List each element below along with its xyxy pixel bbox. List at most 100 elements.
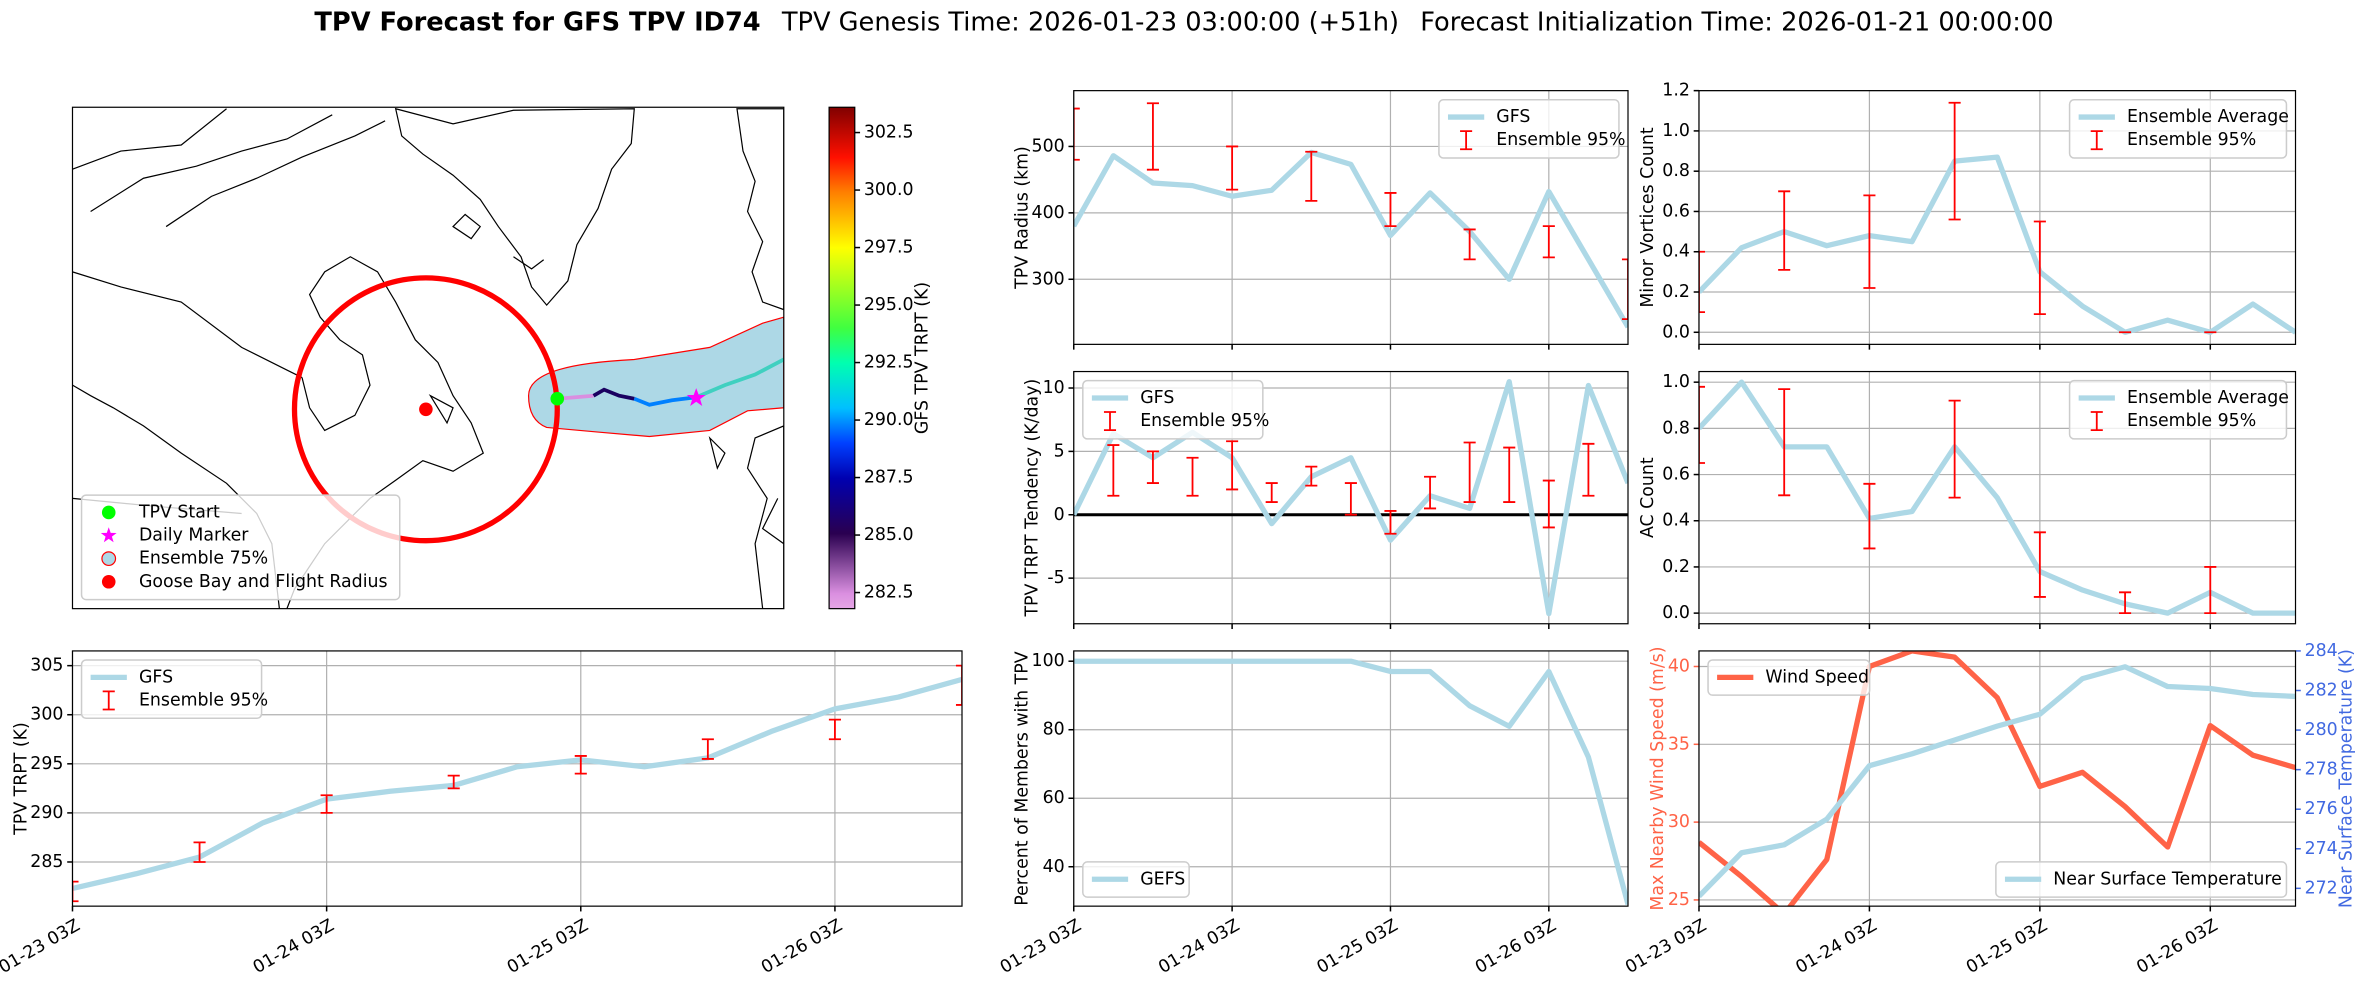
coastline [72,108,386,228]
error-bar [1146,450,1159,484]
colorbar-tick-label: 297.5 [864,238,914,258]
error-bar [1778,388,1791,497]
x-tick-label: 01-26 03Z [758,916,846,978]
error-bar [1778,190,1791,271]
y-axis-label: TPV TRPT Tendency (K/day) [1023,379,1043,618]
track [695,357,784,399]
legend-swatch [2090,411,2103,432]
colorbar-tick-label: 287.5 [864,468,914,488]
axes-frame [1698,650,2297,907]
error-bar [828,718,841,741]
y-tick-label: 0.0 [1662,322,1690,342]
colorbar-tick-label: 282.5 [864,583,914,603]
legend-label: GFS [1496,107,1530,127]
colorbar-label: GFS TPV TRPT (K) [913,282,933,434]
y-tick-label: 0.4 [1662,242,1690,262]
legend-label: Ensemble 95% [2127,130,2256,150]
track [633,395,697,407]
series-line [1698,664,2296,899]
legend: Ensemble Average Ensemble 95% [2068,98,2289,159]
series-line [1698,154,2296,335]
legend-swatch [1103,411,1117,432]
legend-swatch [2090,130,2103,151]
error-bar [1463,228,1476,261]
goose-bay [419,402,433,417]
series-line [1698,379,2296,616]
error-bar [2204,566,2217,615]
error-bar [1948,399,1961,499]
axes-frame [1698,90,2297,345]
y-tick-label: 0.0 [1662,603,1690,623]
legend-label: Near Surface Temperature [2053,869,2282,889]
axes-frame [1073,90,1629,345]
legend-swatch [101,505,116,520]
legend-box [1438,98,1620,159]
error-bar [2119,591,2132,615]
series-line [1073,379,1628,617]
y-tick-label: 280 [2305,720,2338,740]
error-bar [193,841,206,863]
y-tick-label: 0.6 [1662,201,1690,221]
track [592,387,635,401]
legend-box [80,494,401,601]
title-init: Forecast Initialization Time: 2026-01-21… [1420,7,2053,37]
error-bar [1698,250,1706,314]
legend-box [1995,861,2288,898]
error-bar [1503,446,1516,503]
y-tick-label: 274 [2305,839,2338,859]
ensemble-75-area [527,316,784,438]
axes-frame [1698,370,2297,625]
y-tick-label: 284 [2305,641,2338,661]
error-bar [1265,482,1278,503]
colorbar-tick-label: 302.5 [864,123,914,143]
x-tick-label: 01-25 03Z [1963,916,2051,978]
legend-swatch [101,574,116,589]
y-tick-label: 500 [1032,136,1065,156]
figure-title: TPV Forecast for GFS TPV ID74 TPV Genesis… [314,7,2053,37]
legend-box [2068,379,2288,440]
y-tick-label: 278 [2305,760,2338,780]
colorbar [828,106,856,610]
error-bar [1073,107,1080,161]
series-line [72,676,962,892]
y-axis-label: Max Nearby Wind Speed (m/s) [1648,646,1668,910]
error-bar [1621,258,1628,321]
error-bar [1582,442,1595,497]
x-tick-label: 01-24 03Z [250,916,338,978]
legend-label: Ensemble 95% [139,690,268,710]
coastline [708,108,784,609]
error-bar [72,880,79,903]
error-bar [1305,150,1318,202]
axes-frame [1073,370,1629,625]
y-tick-label: 1.2 [1662,81,1690,101]
error-bar [1384,510,1397,535]
y-axis-label: Minor Vortices Count [1638,127,1658,308]
y-tick-label: 5 [1054,441,1065,461]
legend-label: Ensemble 95% [2127,411,2256,431]
error-bar [447,774,460,790]
y-tick-label: 0 [1054,505,1065,525]
error-bar [1948,101,1961,221]
legend-box [1707,659,1871,696]
x-tick-label: 01-25 03Z [504,916,592,978]
x-tick-label: 01-26 03Z [1472,916,1560,978]
y-tick-label: 80 [1043,720,1065,740]
error-bar [1384,192,1397,228]
error-bar [1542,479,1555,529]
legend-box [80,659,263,720]
error-bar [701,738,714,760]
colorbar-tick-label: 285.0 [864,525,914,545]
error-bar [1107,444,1120,497]
legend-swatch [102,690,115,711]
error-bar [1344,482,1357,516]
legend-box [1082,861,1190,898]
x-tick-label: 01-26 03Z [2133,916,2221,978]
legend-label: Daily Marker [139,526,249,546]
error-bar [1186,456,1199,497]
coastline [394,107,635,307]
x-tick-label: 01-24 03Z [1155,916,1243,978]
legend: GFS Ensemble 95% [1082,379,1269,440]
axes-frame [1073,650,1629,907]
